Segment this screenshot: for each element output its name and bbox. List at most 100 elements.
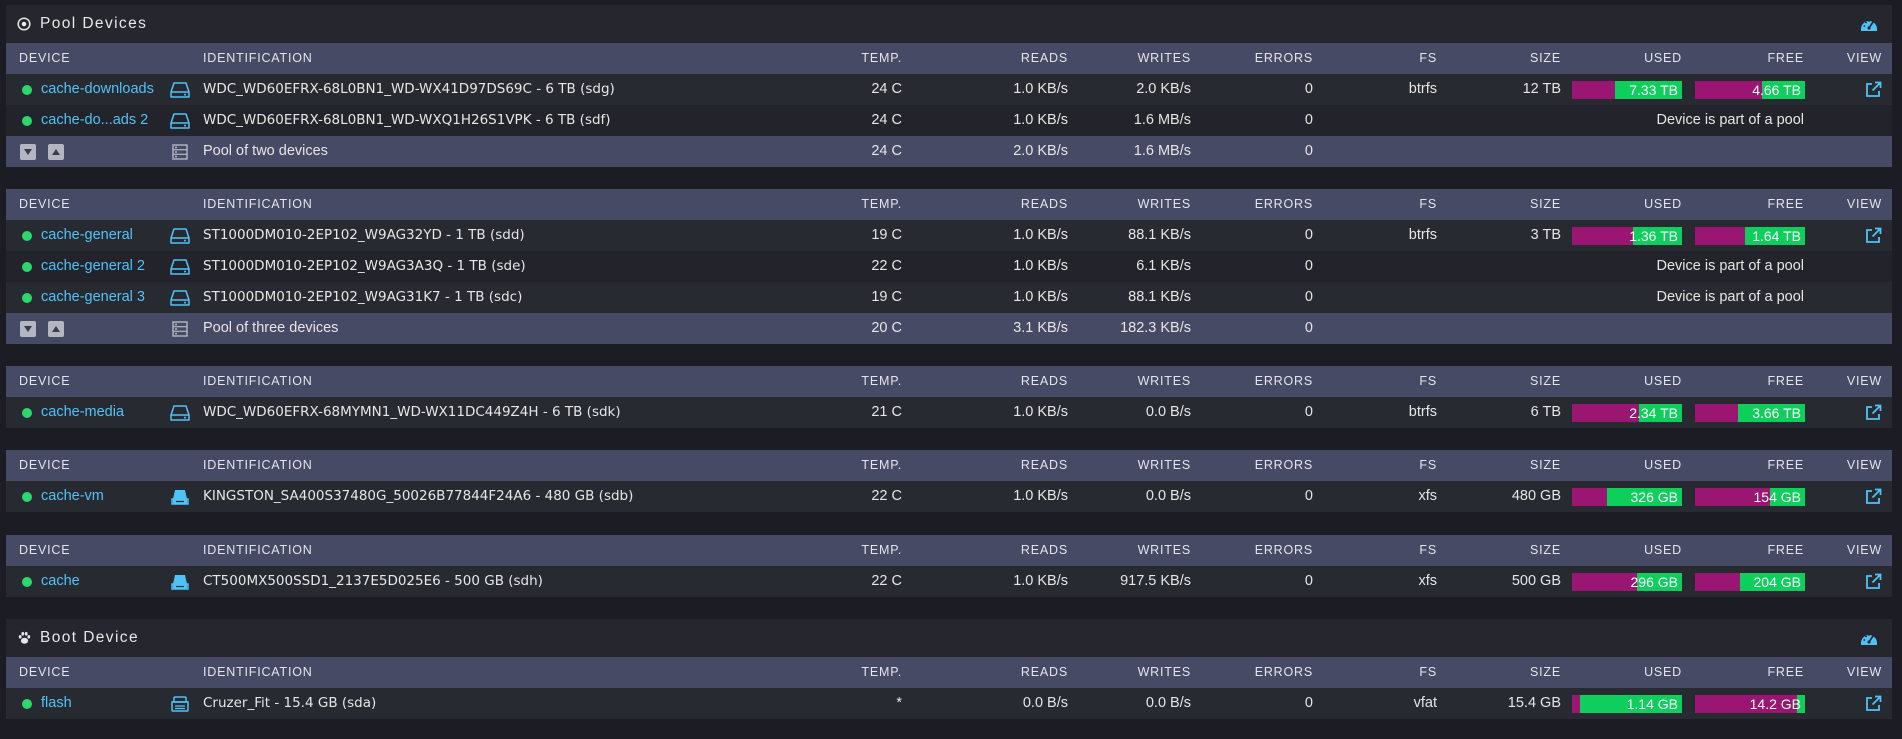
device-fs: btrfs: [1408, 227, 1437, 243]
header-free: FREE: [1767, 543, 1804, 557]
device-name-link[interactable]: cache-vm: [41, 488, 104, 504]
device-name-link[interactable]: cache: [41, 573, 80, 589]
device-temp: 24 C: [871, 81, 902, 97]
hdd-icon: [170, 405, 190, 421]
device-errors: 0: [1304, 81, 1313, 97]
device-writes: 88.1 KB/s: [1128, 227, 1191, 243]
device-name-link[interactable]: cache-general 3: [41, 289, 145, 305]
device-reads: 1.0 KB/s: [1013, 112, 1068, 128]
header-free: FREE: [1767, 374, 1804, 388]
used-bar-fill: [1636, 573, 1682, 591]
external-link-icon[interactable]: [1865, 404, 1882, 421]
header-device: DEVICE: [19, 543, 71, 557]
hdd-icon: [170, 259, 190, 275]
external-link-icon[interactable]: [1865, 488, 1882, 505]
header-size: SIZE: [1530, 51, 1561, 65]
header-free: FREE: [1767, 458, 1804, 472]
header-identification: IDENTIFICATION: [203, 665, 313, 679]
header-device: DEVICE: [19, 665, 71, 679]
device-row: cache-general ST1000DM010-2EP102_W9AG32YD…: [6, 220, 1892, 251]
device-fs: xfs: [1418, 573, 1437, 589]
device-name-link[interactable]: cache-media: [41, 404, 125, 420]
status-online-icon: [22, 699, 32, 709]
used-bar-label: 326 GB: [1630, 489, 1678, 505]
device-temp: 21 C: [871, 404, 902, 420]
device-temp: 19 C: [871, 289, 902, 305]
header-used: USED: [1644, 543, 1682, 557]
header-view: VIEW: [1846, 197, 1882, 211]
device-size: 500 GB: [1511, 573, 1561, 589]
pool-temp: 24 C: [871, 143, 902, 159]
free-bar-label: 14.2 GB: [1749, 696, 1801, 712]
device-size: 480 GB: [1511, 488, 1561, 504]
device-name-link[interactable]: cache-general: [41, 227, 133, 243]
status-online-icon: [22, 408, 32, 418]
expand-icon[interactable]: [48, 321, 64, 337]
header-view: VIEW: [1846, 51, 1882, 65]
pool-writes: 1.6 MB/s: [1133, 143, 1191, 159]
device-fs: btrfs: [1408, 404, 1437, 420]
device-writes: 0.0 B/s: [1145, 404, 1191, 420]
header-writes: WRITES: [1137, 197, 1191, 211]
pool-errors: 0: [1304, 143, 1313, 159]
device-writes: 917.5 KB/s: [1120, 573, 1191, 589]
used-bar-label: 296 GB: [1630, 574, 1678, 590]
header-temp: TEMP.: [861, 374, 902, 388]
dashboard-icon[interactable]: [1860, 16, 1878, 32]
header-view: VIEW: [1846, 458, 1882, 472]
pool-summary-row: Pool of three devices 20 C 3.1 KB/s 182.3 K…: [6, 313, 1892, 344]
free-bar-fill: [1737, 404, 1805, 422]
status-online-icon: [22, 116, 32, 126]
device-size: 3 TB: [1530, 227, 1561, 243]
status-online-icon: [22, 577, 32, 587]
header-used: USED: [1644, 197, 1682, 211]
external-link-icon[interactable]: [1865, 573, 1882, 590]
section-title: Boot Device: [40, 629, 139, 646]
external-link-icon[interactable]: [1865, 227, 1882, 244]
device-size: 15.4 GB: [1507, 695, 1561, 711]
device-row: cache-downloads WDC_WD60EFRX-68L0BN1_WD-W…: [6, 74, 1892, 105]
header-free: FREE: [1767, 665, 1804, 679]
device-name-link[interactable]: cache-downloads: [41, 81, 154, 97]
header-used: USED: [1644, 51, 1682, 65]
table-header-row: DEVICE IDENTIFICATION TEMP. READS WRITES ERRO…: [6, 657, 1892, 688]
used-bar-label: 7.33 TB: [1629, 82, 1678, 98]
pool-icon: [170, 321, 190, 337]
used-bar-label: 1.36 TB: [1629, 228, 1678, 244]
collapse-icon[interactable]: [20, 144, 36, 160]
expand-icon[interactable]: [48, 144, 64, 160]
hdd-icon: [170, 82, 190, 98]
external-link-icon[interactable]: [1865, 695, 1882, 712]
used-bar-label: 1.14 GB: [1626, 696, 1678, 712]
ssd-icon: [170, 489, 190, 505]
device-name-link[interactable]: cache-do...ads 2: [41, 112, 149, 128]
header-fs: FS: [1419, 374, 1437, 388]
header-temp: TEMP.: [861, 543, 902, 557]
header-fs: FS: [1419, 665, 1437, 679]
external-link-icon[interactable]: [1865, 81, 1882, 98]
header-view: VIEW: [1846, 543, 1882, 557]
collapse-icon[interactable]: [20, 321, 36, 337]
device-reads: 1.0 KB/s: [1013, 81, 1068, 97]
header-writes: WRITES: [1137, 51, 1191, 65]
dashboard-icon[interactable]: [1860, 630, 1878, 646]
header-writes: WRITES: [1137, 374, 1191, 388]
device-row: cache-do...ads 2 WDC_WD60EFRX-68L0BN1_WD-…: [6, 105, 1892, 136]
header-errors: ERRORS: [1254, 51, 1313, 65]
header-reads: READS: [1020, 665, 1068, 679]
table-header-row: DEVICE IDENTIFICATION TEMP. READS WRITES ERRO…: [6, 43, 1892, 74]
header-size: SIZE: [1530, 458, 1561, 472]
header-device: DEVICE: [19, 51, 71, 65]
boot-device-header: Boot Device: [6, 619, 1892, 657]
used-bar-label: 2.34 TB: [1629, 405, 1678, 421]
header-reads: READS: [1020, 197, 1068, 211]
pool-writes: 182.3 KB/s: [1120, 320, 1191, 336]
device-reads: 1.0 KB/s: [1013, 227, 1068, 243]
device-fs: vfat: [1413, 695, 1437, 711]
device-errors: 0: [1304, 695, 1313, 711]
device-errors: 0: [1304, 227, 1313, 243]
free-bar: 4.66 TB: [1695, 81, 1805, 99]
device-name-link[interactable]: flash: [41, 695, 72, 711]
device-name-link[interactable]: cache-general 2: [41, 258, 145, 274]
pool-reads: 3.1 KB/s: [1013, 320, 1068, 336]
